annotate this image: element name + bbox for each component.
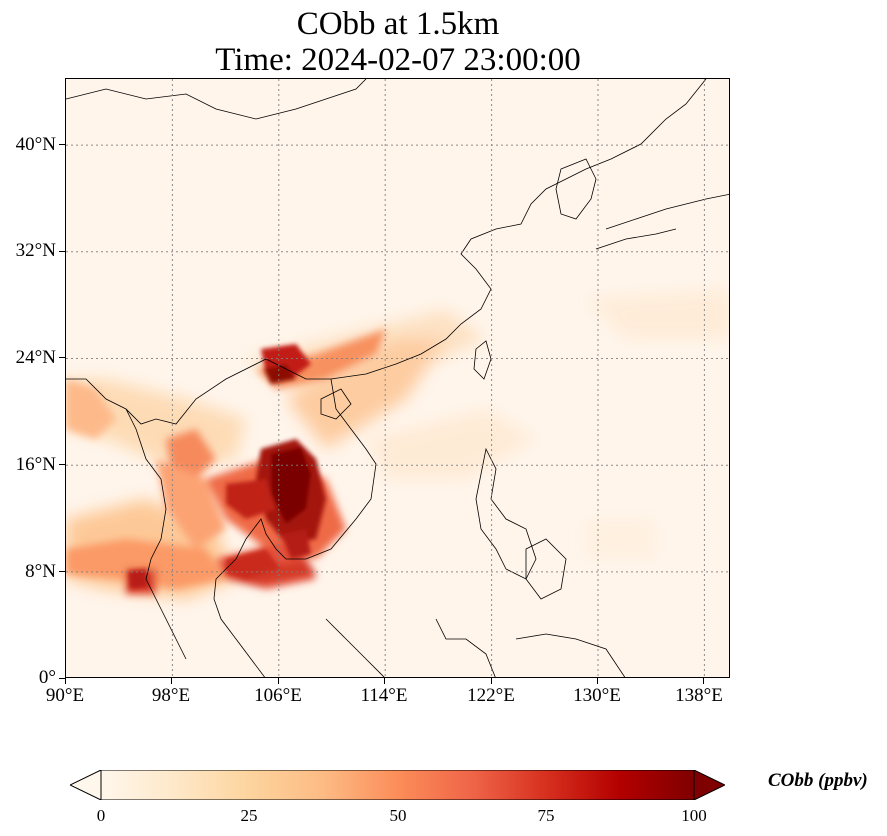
title-line-2: Time: 2024-02-07 23:00:00	[215, 42, 581, 78]
lat-tick-label: 32°N	[15, 240, 56, 261]
colorbar-tick-label: 100	[681, 806, 707, 825]
lat-tick-label: 40°N	[15, 134, 56, 155]
lon-tick-mark	[703, 678, 704, 684]
lon-tick-label: 138°E	[675, 685, 723, 706]
lon-tick-mark	[384, 678, 385, 684]
lat-tick-mark	[59, 144, 65, 145]
colorbar-label: CObb (ppbv)	[768, 770, 868, 791]
concentration-field	[66, 289, 729, 599]
lon-tick-mark	[65, 678, 66, 684]
lat-tick-mark	[59, 251, 65, 252]
colorbar-gradient	[100, 770, 695, 800]
lat-tick-mark	[59, 357, 65, 358]
lat-tick-mark	[59, 678, 65, 679]
lon-tick-label: 106°E	[254, 685, 302, 706]
colorbar-tick-label: 0	[96, 806, 106, 825]
lon-tick-label: 130°E	[573, 685, 621, 706]
lon-tick-mark	[171, 678, 172, 684]
lon-tick-label: 122°E	[467, 685, 515, 706]
colorbar	[70, 770, 725, 800]
lat-tick-label: 16°N	[15, 454, 56, 475]
lon-tick-mark	[597, 678, 598, 684]
lat-tick-label: 0°	[38, 667, 56, 688]
map-panel[interactable]	[65, 78, 730, 678]
lon-tick-mark	[278, 678, 279, 684]
gridlines	[66, 79, 729, 677]
colorbar-tick-label: 75	[537, 806, 555, 825]
colorbar-tick-label: 25	[240, 806, 258, 825]
lat-tick-label: 24°N	[15, 347, 56, 368]
colorbar-extend-low	[70, 770, 102, 800]
colorbar-extend-high	[693, 770, 725, 800]
colorbar-tick-label: 50	[389, 806, 407, 825]
lat-tick-mark	[59, 464, 65, 465]
lat-tick-mark	[59, 571, 65, 572]
lon-tick-label: 114°E	[360, 685, 408, 706]
lat-tick-label: 8°N	[25, 561, 56, 582]
lon-tick-label: 98°E	[151, 685, 191, 706]
coastlines	[66, 79, 729, 677]
lon-tick-label: 90°E	[45, 685, 85, 706]
map-canvas	[66, 79, 729, 677]
title-line-1: CObb at 1.5km	[296, 6, 500, 42]
lon-tick-mark	[491, 678, 492, 684]
